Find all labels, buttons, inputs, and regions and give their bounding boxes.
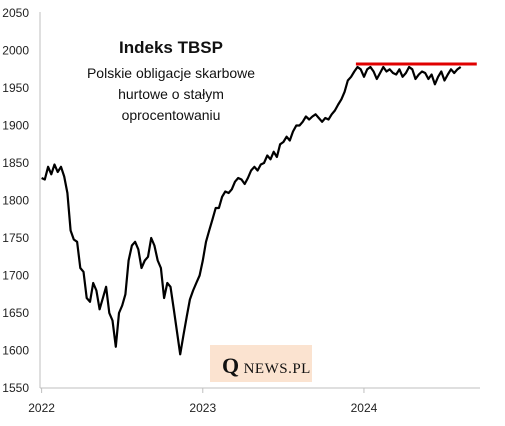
chart-title: Indeks TBSP	[119, 38, 223, 57]
logo-background	[210, 345, 312, 382]
y-tick-label: 2050	[2, 6, 29, 20]
x-tick-labels: 2022 2023 2024	[28, 388, 378, 415]
chart-subtitle-line-2: hurtowe o stałym	[118, 86, 224, 102]
chart-subtitle-line-3: oprocentowaniu	[122, 107, 221, 123]
y-tick-label: 1850	[2, 156, 29, 170]
title-block: Indeks TBSP Polskie obligacje skarbowe h…	[87, 38, 255, 123]
y-tick-label: 1650	[2, 306, 29, 320]
y-tick-label: 1750	[2, 231, 29, 245]
series-group	[41, 65, 462, 356]
x-tick-label: 2023	[189, 401, 216, 415]
y-tick-label: 1900	[2, 119, 29, 133]
axes	[39, 12, 480, 389]
logo-q: Q	[222, 353, 239, 378]
y-tick-label: 1800	[2, 194, 29, 208]
chart-subtitle-line-1: Polskie obligacje skarbowe	[87, 65, 255, 81]
y-tick-label: 1550	[2, 381, 29, 395]
y-tick-label: 1700	[2, 269, 29, 283]
x-tick-label: 2024	[351, 401, 378, 415]
qnews-logo: Q NEWS.PL	[210, 345, 312, 382]
x-tick-label: 2022	[28, 401, 55, 415]
y-tick-label: 1950	[2, 81, 29, 95]
y-tick-label: 1600	[2, 344, 29, 358]
logo-rest: NEWS.PL	[244, 361, 311, 377]
series-line-0	[41, 65, 462, 356]
y-tick-label: 2000	[2, 44, 29, 58]
y-tick-labels: 2050 2000 1950 1900 1850 1800 1750 1700 1650 1600…	[2, 6, 29, 395]
logo-text: Q NEWS.PL	[222, 353, 311, 378]
